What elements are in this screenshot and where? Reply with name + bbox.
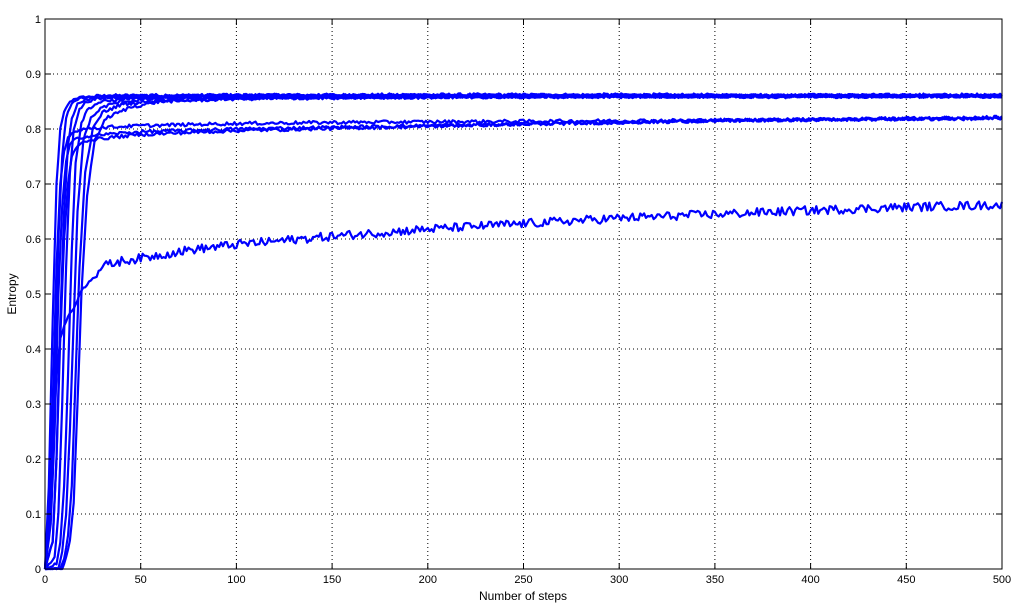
series-line-11: [43, 114, 1003, 570]
y-tick-label: 0.6: [26, 234, 41, 246]
x-tick-label: 50: [135, 574, 147, 586]
x-tick-label: 450: [897, 574, 915, 586]
ticks: [44, 18, 1003, 570]
x-tick-label: 200: [419, 574, 437, 586]
y-tick-label: 0.8: [26, 124, 41, 136]
y-tick-label: 0.3: [26, 399, 41, 411]
y-tick-label: 1: [35, 14, 41, 26]
tick-labels: 0 50 100 150 200 250 300 350 400 450 500 0 0.1 0.2 0.3…: [26, 14, 1011, 586]
x-tick-label: 350: [706, 574, 724, 586]
x-tick-label: 100: [227, 574, 245, 586]
x-tick-label: 150: [323, 574, 341, 586]
y-tick-label: 0.9: [26, 69, 41, 81]
series-group: [43, 92, 1004, 571]
x-tick-label: 0: [42, 574, 48, 586]
y-axis-label: Entropy: [5, 273, 19, 314]
y-tick-label: 0.5: [26, 289, 41, 301]
y-tick-label: 0.7: [26, 179, 41, 191]
x-tick-label: 500: [993, 574, 1011, 586]
x-axis-label: Number of steps: [479, 589, 567, 603]
x-tick-label: 400: [801, 574, 819, 586]
series-line-8: [45, 93, 1003, 571]
y-tick-label: 0.1: [26, 509, 41, 521]
x-tick-label: 250: [514, 574, 532, 586]
series-line-12: [43, 200, 1004, 570]
y-tick-label: 0.4: [26, 344, 41, 356]
y-tick-label: 0: [35, 564, 41, 576]
y-tick-label: 0.2: [26, 454, 41, 466]
x-tick-label: 300: [610, 574, 628, 586]
